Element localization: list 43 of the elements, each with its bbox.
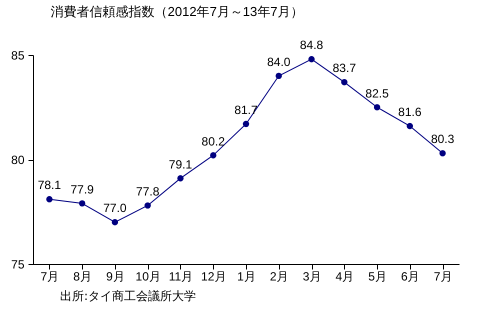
data-label: 79.1 xyxy=(168,157,192,172)
x-tick-label: 5月 xyxy=(368,270,387,284)
point xyxy=(46,196,53,202)
data-label: 81.6 xyxy=(398,105,422,120)
data-label: 80.3 xyxy=(430,132,455,146)
point xyxy=(210,152,216,158)
x-tick-label: 9月 xyxy=(106,270,125,284)
data-label: 84.8 xyxy=(300,38,324,52)
x-tick-label: 6月 xyxy=(401,270,420,284)
point xyxy=(242,120,250,128)
x-tick-label: 4月 xyxy=(335,270,354,284)
point xyxy=(177,175,184,182)
data-label: 77.0 xyxy=(103,201,127,216)
y-tick-label: 75 xyxy=(11,258,25,272)
point xyxy=(78,200,86,207)
data-label: 84.0 xyxy=(267,54,291,69)
point xyxy=(341,79,348,86)
point xyxy=(276,72,282,80)
point xyxy=(308,56,315,62)
point xyxy=(374,104,380,110)
data-label: 83.7 xyxy=(332,61,356,76)
data-label: 80.2 xyxy=(202,134,226,148)
x-tick-label: 1月 xyxy=(237,270,256,284)
data-label: 78.1 xyxy=(38,178,62,192)
point xyxy=(112,219,118,226)
x-tick-label: 11月 xyxy=(168,270,194,284)
x-tick-label: 12月 xyxy=(201,270,226,284)
y-tick-label: 85 xyxy=(11,48,25,62)
y-tick-label: 80 xyxy=(11,153,25,167)
x-tick-label: 8月 xyxy=(73,270,92,284)
chart-title: 消費者信頼感指数（2012年7月～13年7月） xyxy=(50,4,304,20)
point xyxy=(144,202,151,209)
data-label: 77.8 xyxy=(136,184,160,198)
x-tick-label: 7月 xyxy=(40,270,60,284)
point xyxy=(439,150,446,156)
x-tick-label: 10月 xyxy=(136,270,161,284)
data-label: 77.9 xyxy=(70,182,94,196)
x-tick-label: 7月 xyxy=(434,270,452,284)
text: 出所:タイ商工会議所大学 xyxy=(60,288,196,305)
data-label: 82.5 xyxy=(365,86,390,100)
point xyxy=(406,122,414,130)
x-tick-label: 2月 xyxy=(270,270,289,284)
x-tick-label: 3月 xyxy=(302,270,322,284)
